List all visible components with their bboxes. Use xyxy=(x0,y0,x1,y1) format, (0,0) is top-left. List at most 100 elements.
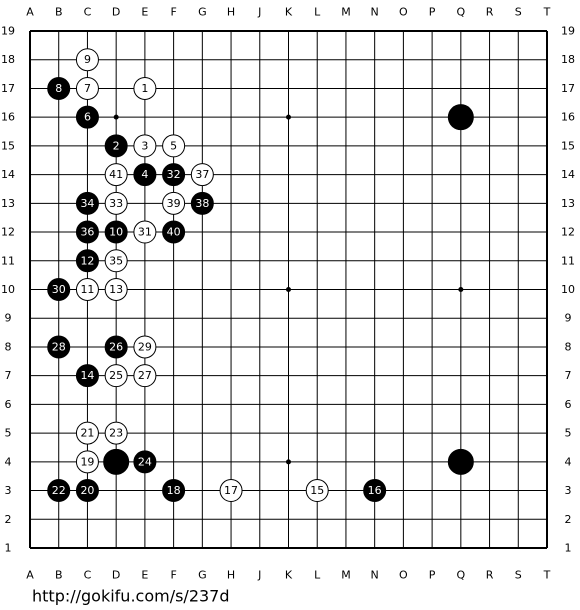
move-number: 17 xyxy=(224,484,238,497)
star-point xyxy=(113,114,119,120)
move-number: 12 xyxy=(80,254,94,267)
stone xyxy=(162,191,186,215)
column-label: T xyxy=(543,6,551,19)
move-number: 6 xyxy=(84,111,91,124)
move-number: 34 xyxy=(80,197,94,210)
move-number: 32 xyxy=(167,168,181,181)
row-label: 2 xyxy=(565,513,572,526)
move-number: 31 xyxy=(138,226,152,239)
column-label: G xyxy=(198,6,207,19)
row-label: 3 xyxy=(5,484,12,497)
move-number: 29 xyxy=(138,340,152,353)
move-number: 37 xyxy=(195,168,209,181)
row-label: 3 xyxy=(565,484,572,497)
column-label: L xyxy=(314,6,321,19)
row-label: 18 xyxy=(561,53,575,66)
column-label: J xyxy=(257,6,261,19)
stone xyxy=(162,163,186,187)
column-label: H xyxy=(227,6,235,19)
move-number: 16 xyxy=(368,484,382,497)
move-number: 39 xyxy=(167,197,181,210)
column-label: N xyxy=(371,569,379,582)
stone xyxy=(133,220,157,244)
move-number: 22 xyxy=(52,484,66,497)
stone xyxy=(75,220,99,244)
row-label: 7 xyxy=(565,369,572,382)
move-number: 40 xyxy=(167,226,181,239)
row-label: 10 xyxy=(1,283,15,296)
move-number: 24 xyxy=(138,455,152,468)
move-number: 28 xyxy=(52,340,66,353)
stone xyxy=(133,335,157,359)
column-label: J xyxy=(257,569,261,582)
stone xyxy=(75,249,99,273)
stone xyxy=(104,278,128,301)
column-label: K xyxy=(285,569,293,582)
row-label: 7 xyxy=(5,369,12,382)
stone xyxy=(75,278,99,301)
stone xyxy=(162,479,186,503)
row-label: 18 xyxy=(1,53,15,66)
move-number: 5 xyxy=(170,139,177,152)
row-label: 17 xyxy=(1,82,15,95)
column-label: A xyxy=(26,569,34,582)
row-label: 8 xyxy=(565,340,572,353)
star-point xyxy=(458,287,464,292)
column-label: B xyxy=(55,569,63,582)
move-number: 3 xyxy=(141,139,148,152)
stone xyxy=(447,104,474,131)
stone xyxy=(305,479,329,503)
row-label: 12 xyxy=(561,226,575,239)
row-label: 6 xyxy=(565,398,572,411)
stone xyxy=(104,191,128,215)
column-label: F xyxy=(170,6,176,19)
row-label: 13 xyxy=(1,197,15,210)
stone xyxy=(133,163,157,187)
move-number: 23 xyxy=(109,427,123,440)
stone xyxy=(133,450,157,474)
row-label: 15 xyxy=(1,139,15,152)
move-number: 11 xyxy=(80,283,94,296)
column-label: P xyxy=(429,569,436,582)
stone xyxy=(104,163,128,187)
column-label: B xyxy=(55,6,63,19)
source-url: http://gokifu.com/s/237d xyxy=(32,587,230,606)
stone xyxy=(75,105,99,129)
row-label: 16 xyxy=(561,111,575,124)
stone xyxy=(75,479,99,503)
stone xyxy=(190,191,214,215)
stone xyxy=(104,220,128,244)
column-label: S xyxy=(515,6,522,19)
column-label: N xyxy=(371,6,379,19)
row-label: 8 xyxy=(5,340,12,353)
stone xyxy=(133,364,157,388)
column-label: T xyxy=(543,569,551,582)
stone xyxy=(75,364,99,388)
move-number: 10 xyxy=(109,226,123,239)
stone xyxy=(133,134,157,158)
column-label: M xyxy=(341,569,351,582)
stone xyxy=(47,479,71,503)
column-label: H xyxy=(227,569,235,582)
stone xyxy=(75,191,99,215)
move-number: 18 xyxy=(167,484,181,497)
column-label: E xyxy=(141,569,148,582)
column-label: G xyxy=(198,569,207,582)
column-label: O xyxy=(399,569,408,582)
star-point xyxy=(286,287,291,292)
move-number: 7 xyxy=(84,82,91,95)
row-label: 19 xyxy=(561,25,575,38)
row-label: 14 xyxy=(1,168,15,181)
column-label: R xyxy=(486,6,494,19)
row-label: 13 xyxy=(561,197,575,210)
column-label: O xyxy=(399,6,408,19)
column-label: M xyxy=(341,6,351,19)
column-label: C xyxy=(84,6,92,19)
stone xyxy=(190,163,214,187)
stone xyxy=(104,364,128,388)
stone xyxy=(219,479,243,503)
stone xyxy=(104,134,128,158)
move-number: 19 xyxy=(80,455,94,468)
column-label: P xyxy=(429,6,436,19)
